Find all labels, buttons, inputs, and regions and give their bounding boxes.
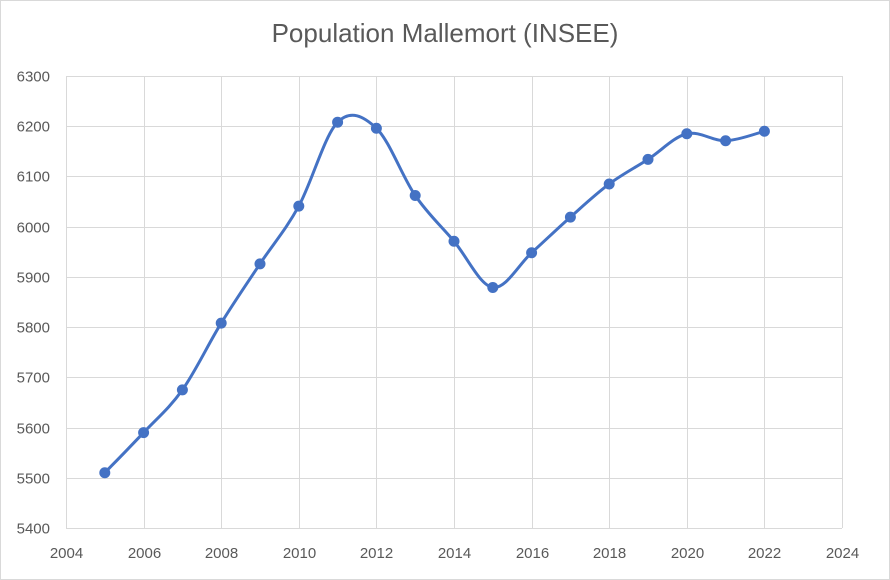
data-point [293, 200, 305, 212]
chart-title: Population Mallemort (INSEE) [271, 18, 619, 48]
data-point [370, 122, 382, 134]
series-group [99, 113, 770, 479]
y-tick-label: 5500 [17, 471, 50, 488]
data-point [409, 190, 421, 202]
y-tick-label: 5800 [17, 320, 50, 337]
x-tick-labels: 2004 2006 2008 2010 2012 2014 2016 2018 2020 2022… [50, 545, 859, 562]
y-tick-label: 5400 [17, 521, 50, 538]
x-tick-label: 2008 [205, 545, 238, 562]
x-tick-label: 2014 [438, 545, 471, 562]
data-point [681, 128, 693, 140]
x-tick-label: 2020 [671, 545, 704, 562]
y-grid-lines [66, 76, 842, 529]
y-tick-label: 5600 [17, 421, 50, 438]
x-tick-label: 2016 [516, 545, 549, 562]
y-tick-label: 5900 [17, 270, 50, 287]
data-point [138, 427, 150, 439]
data-point [720, 135, 732, 147]
data-point [176, 384, 188, 396]
data-point [603, 178, 615, 190]
x-tick-label: 2012 [360, 545, 393, 562]
data-point [487, 281, 499, 293]
data-point [526, 247, 538, 259]
data-point [758, 125, 770, 137]
data-point [642, 153, 654, 165]
y-tick-label: 5700 [17, 370, 50, 387]
y-tick-label: 6300 [17, 69, 50, 86]
y-tick-label: 6000 [17, 220, 50, 237]
x-tick-label: 2004 [50, 545, 83, 562]
x-tick-label: 2010 [283, 545, 316, 562]
series-line [103, 113, 766, 475]
y-tick-label: 6100 [17, 169, 50, 186]
data-point [332, 116, 344, 128]
data-point [564, 211, 576, 223]
y-tick-label: 6200 [17, 119, 50, 136]
x-grid-lines [66, 76, 843, 528]
data-point [448, 235, 460, 247]
x-tick-label: 2018 [593, 545, 626, 562]
x-tick-label: 2024 [826, 545, 859, 562]
x-tick-label: 2022 [748, 545, 781, 562]
x-tick-label: 2006 [128, 545, 161, 562]
data-point [99, 467, 111, 479]
data-point [215, 317, 227, 329]
data-point [254, 258, 266, 270]
y-tick-labels: 5400 5500 5600 5700 5800 5900 6000 6100 6200 6300 [17, 69, 50, 538]
